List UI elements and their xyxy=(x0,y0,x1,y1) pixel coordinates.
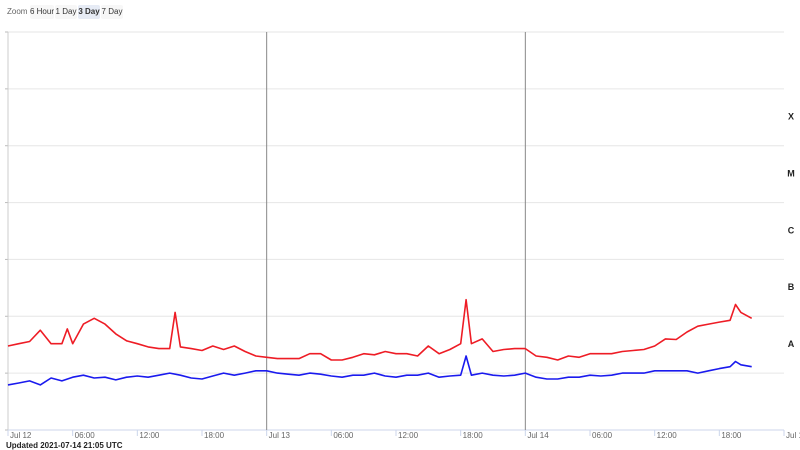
x-tick-label: 12:00 xyxy=(139,431,160,440)
x-tick-label: Jul 12 xyxy=(10,431,32,440)
x-tick-label: 12:00 xyxy=(657,431,678,440)
footer: Updated 2021-07-14 21:05 UTC xyxy=(6,441,123,450)
zoom-button-label[interactable]: 3 Day xyxy=(78,7,100,16)
flare-class-label: A xyxy=(788,339,795,349)
flux-line xyxy=(7,298,753,361)
x-tick-label: 06:00 xyxy=(592,431,613,440)
zoom-button[interactable] xyxy=(101,5,123,19)
flare-class-label: X xyxy=(788,112,794,122)
zoom-button[interactable] xyxy=(78,5,100,19)
zoom-button[interactable] xyxy=(55,5,77,19)
x-tick-label: 18:00 xyxy=(463,431,484,440)
zoom-button-label[interactable]: 6 Hour xyxy=(30,7,54,16)
zoom-button[interactable] xyxy=(30,5,54,19)
flux-line xyxy=(7,355,752,386)
x-tick-label: 06:00 xyxy=(333,431,354,440)
x-tick-label: 06:00 xyxy=(75,431,96,440)
x-tick-label: Jul 15 xyxy=(786,431,800,440)
x-tick-label: Jul 13 xyxy=(269,431,291,440)
x-tick-label: Jul 14 xyxy=(527,431,549,440)
zoom-button-label[interactable]: 7 Day xyxy=(102,7,123,16)
flare-class-label: B xyxy=(788,282,795,292)
flare-class-label: M xyxy=(787,169,795,179)
x-tick-label: 18:00 xyxy=(204,431,225,440)
flare-class-label: C xyxy=(788,225,795,235)
zoom-button-label[interactable]: 1 Day xyxy=(56,7,77,16)
zoom-label: Zoom xyxy=(7,7,28,16)
x-tick-label: 12:00 xyxy=(398,431,419,440)
x-tick-label: 18:00 xyxy=(721,431,742,440)
